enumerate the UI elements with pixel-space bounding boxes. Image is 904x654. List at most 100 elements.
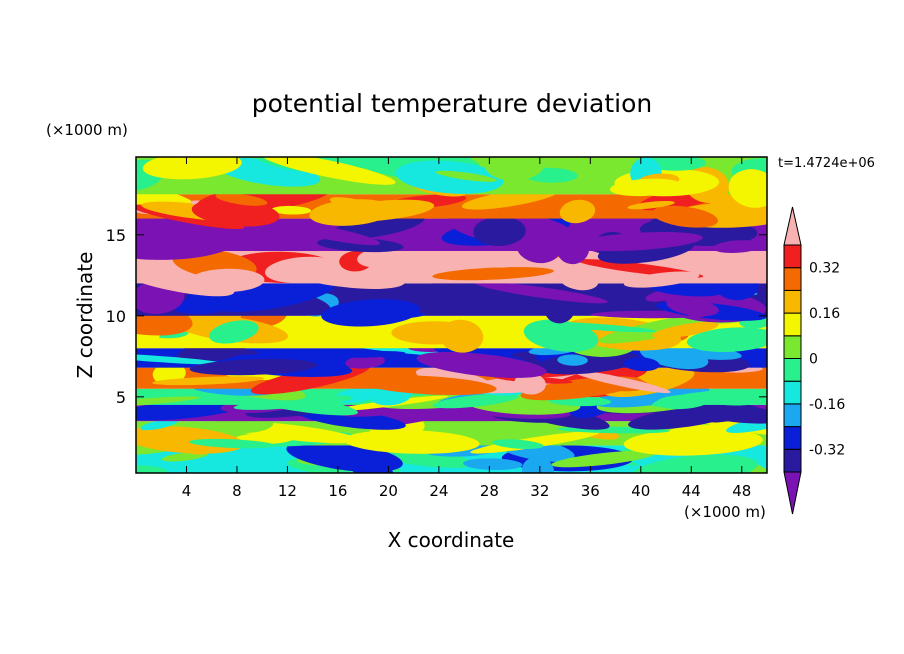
colorbar-segment (783, 312, 802, 337)
contour-blob (395, 160, 504, 194)
contour-blob (264, 256, 342, 284)
plot-frame (135, 156, 768, 474)
x-tick-label: 8 (232, 482, 242, 500)
contour-blob (209, 320, 259, 344)
colorbar-segment (783, 244, 802, 269)
contour-blob (652, 321, 719, 339)
contour-blob (432, 267, 554, 281)
contour-blob (350, 460, 394, 473)
x-axis-label: X coordinate (388, 528, 515, 552)
contour-blob (571, 231, 703, 252)
y-tick-label: 5 (116, 388, 126, 407)
contour-blob (551, 450, 657, 468)
x-tick-label: 20 (379, 482, 398, 500)
x-tick-label: 16 (328, 482, 347, 500)
contour-blob (343, 429, 480, 454)
colorbar-tick-label: 0 (809, 352, 818, 368)
contour-blob (523, 319, 599, 352)
y-tick-label: 15 (106, 226, 126, 245)
contour-blob (140, 418, 179, 431)
colorbar-segment (783, 380, 802, 405)
contour-blob (189, 438, 276, 449)
contour-blob (573, 370, 671, 394)
x-tick-label: 24 (429, 482, 448, 500)
contour-blob (628, 405, 738, 430)
contour-blob (210, 278, 335, 312)
contour-blob (136, 224, 236, 260)
contour-blob (463, 458, 523, 470)
contour-blob (136, 426, 244, 454)
colorbar-max-triangle (783, 206, 802, 246)
colorbar-segment (783, 403, 802, 428)
z-unit-label: (×1000 m) (46, 121, 128, 139)
x-unit-label: (×1000 m) (684, 503, 766, 521)
colorbar-ticks: -0.32 -0.16 0 0.16 0.32 (809, 261, 845, 459)
contour-blob (191, 199, 280, 227)
contour-blob (357, 248, 399, 268)
contour-blob (321, 299, 421, 327)
contour-blob (215, 193, 268, 206)
contour-blob (598, 313, 727, 344)
x-tick-label: 48 (732, 482, 751, 500)
contour-blob (473, 216, 526, 247)
y-axis-ticks: 5 10 15 (106, 226, 767, 407)
contour-blob (184, 346, 259, 355)
contour-field (136, 157, 767, 473)
contour-blob (274, 220, 381, 246)
contour-blob (345, 355, 386, 369)
contour-blob (142, 157, 242, 180)
x-tick-label: 40 (631, 482, 650, 500)
contour-blob (325, 199, 435, 222)
contour-blob (432, 393, 519, 409)
x-tick-label: 12 (278, 482, 297, 500)
colorbar-tick-label: -0.32 (809, 442, 845, 458)
contour-blob (682, 296, 713, 318)
x-tick-label: 44 (682, 482, 701, 500)
contour-blob (592, 385, 710, 408)
x-axis-ticks: 4 8 12 16 20 24 28 32 36 40 44 48 (182, 157, 751, 500)
chart-title: potential temperature deviation (252, 89, 652, 118)
colorbar-segment (783, 289, 802, 314)
time-label: t=1.4724e+06 (778, 156, 875, 171)
contour-blob (712, 240, 763, 253)
contour-blob (627, 200, 675, 210)
contour-blob (742, 350, 767, 368)
contour-blob (475, 281, 608, 304)
colorbar-tick-label: -0.16 (809, 397, 845, 413)
contour-blob (728, 169, 767, 208)
contour-blob (544, 295, 575, 324)
colorbar-segment (783, 358, 802, 382)
colorbar-segment (783, 335, 802, 359)
contour-blob (630, 454, 758, 473)
contour-blob (557, 354, 588, 366)
contour-blob (484, 157, 545, 181)
contour-blob (610, 178, 683, 197)
contour-blob (623, 357, 660, 372)
colorbar (783, 206, 802, 515)
x-tick-label: 4 (182, 482, 192, 500)
colorbar-tick-label: 0.32 (809, 261, 840, 277)
contour-blob (391, 321, 479, 345)
contour-blob (651, 205, 718, 228)
colorbar-segment (783, 267, 802, 291)
x-tick-label: 32 (530, 482, 549, 500)
y-tick-label: 10 (106, 307, 126, 326)
contour-blob (136, 353, 224, 365)
x-tick-label: 36 (581, 482, 600, 500)
contour-blob (661, 424, 730, 445)
contour-blob (152, 376, 265, 386)
contour-blob (416, 351, 547, 378)
contour-blob (521, 456, 554, 473)
contour-blob (136, 396, 200, 409)
contour-blob (492, 439, 544, 449)
contour-blob (189, 358, 318, 376)
colorbar-tick-label: 0.16 (809, 306, 840, 322)
contour-blob (270, 205, 312, 215)
contour-blob (514, 372, 546, 395)
colorbar-segment (783, 448, 802, 473)
contour-blob (333, 212, 425, 239)
y-axis-label: Z coordinate (73, 252, 97, 379)
contour-blob (261, 157, 396, 185)
colorbar-min-triangle (783, 471, 802, 515)
